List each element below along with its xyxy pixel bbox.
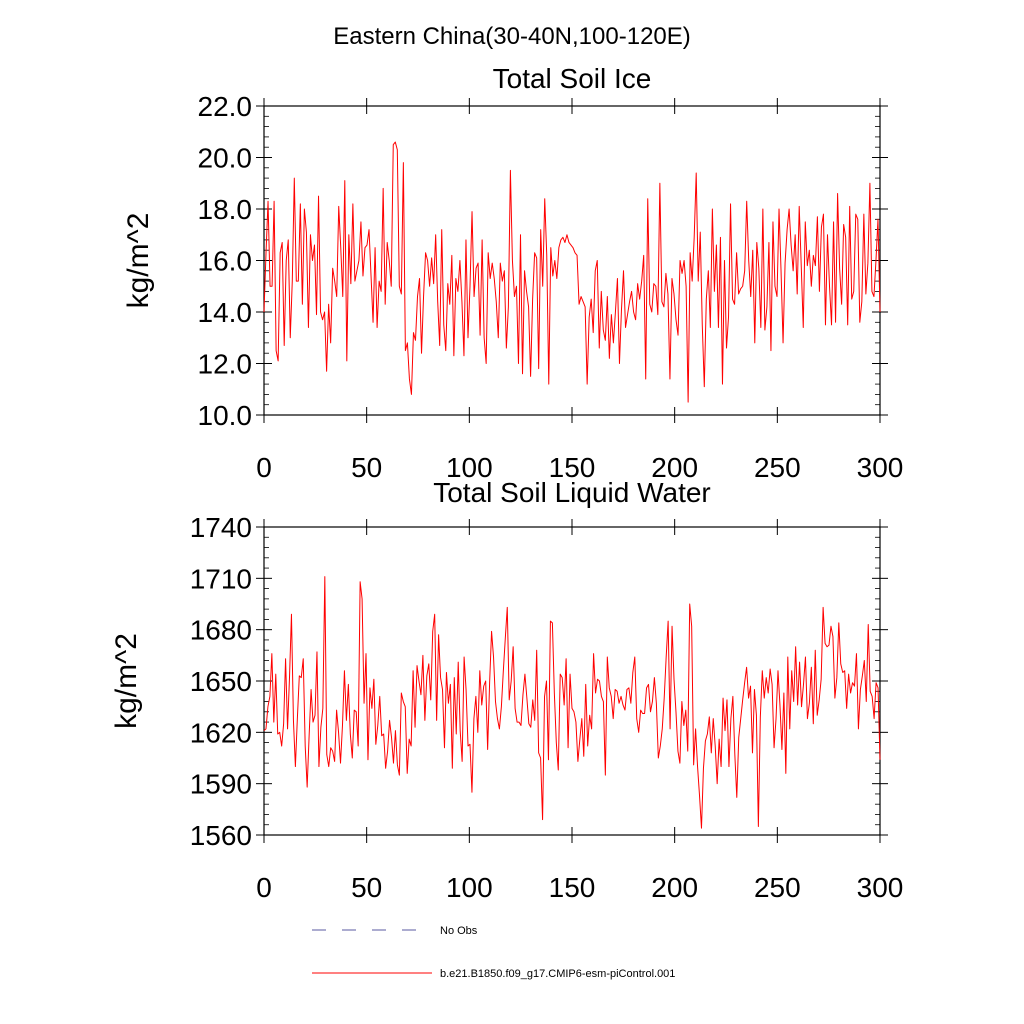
page-title: Eastern China(30-40N,100-120E) <box>333 23 691 50</box>
chart-title: Total Soil Ice <box>493 63 652 94</box>
x-tick-label: 300 <box>857 452 904 483</box>
x-tick-label: 0 <box>256 872 272 903</box>
y-tick-label: 14.0 <box>198 297 253 328</box>
series-line <box>263 576 881 829</box>
x-tick-label: 250 <box>754 452 801 483</box>
y-tick-label: 16.0 <box>198 246 253 277</box>
x-tick-label: 200 <box>651 872 698 903</box>
series-line <box>263 141 881 403</box>
y-axis-label: kg/m^2 <box>110 633 143 729</box>
y-tick-label: 22.0 <box>198 91 253 122</box>
y-tick-label: 1680 <box>190 615 252 646</box>
y-tick-label: 1650 <box>190 666 252 697</box>
x-tick-label: 150 <box>549 452 596 483</box>
plot-frame <box>263 105 881 416</box>
y-tick-label: 1710 <box>190 563 252 594</box>
panel-total-soil-liquid-water: Total Soil Liquid Water kg/m^2 1560 1590 162… <box>110 477 903 903</box>
x-tick-label: 200 <box>651 452 698 483</box>
x-tick-label: 150 <box>549 872 596 903</box>
x-tick-label: 0 <box>256 452 272 483</box>
y-axis-label: kg/m^2 <box>122 213 155 309</box>
y-tick-label: 1560 <box>190 820 252 851</box>
x-tick-label: 50 <box>351 872 382 903</box>
legend-label: No Obs <box>440 925 478 937</box>
y-tick-label: 12.0 <box>198 349 253 380</box>
y-tick-label: 1620 <box>190 717 252 748</box>
x-tick-label: 50 <box>351 452 382 483</box>
y-tick-label: 10.0 <box>198 400 253 431</box>
panel-total-soil-ice: Total Soil Ice kg/m^2 10.0 12.0 14.0 16.0 18.0… <box>122 63 903 483</box>
y-tick-label: 18.0 <box>198 194 253 225</box>
chart-title: Total Soil Liquid Water <box>433 477 711 508</box>
x-tick-label: 100 <box>446 872 493 903</box>
legend: No Obs b.e21.B1850.f09_g17.CMIP6-esm-piCo… <box>312 925 675 980</box>
x-tick-label: 300 <box>857 872 904 903</box>
y-tick-label: 20.0 <box>198 143 253 174</box>
y-tick-label: 1590 <box>190 769 252 800</box>
legend-label: b.e21.B1850.f09_g17.CMIP6-esm-piControl.… <box>440 968 675 980</box>
y-tick-label: 1740 <box>190 512 252 543</box>
x-tick-label: 250 <box>754 872 801 903</box>
x-tick-label: 100 <box>446 452 493 483</box>
